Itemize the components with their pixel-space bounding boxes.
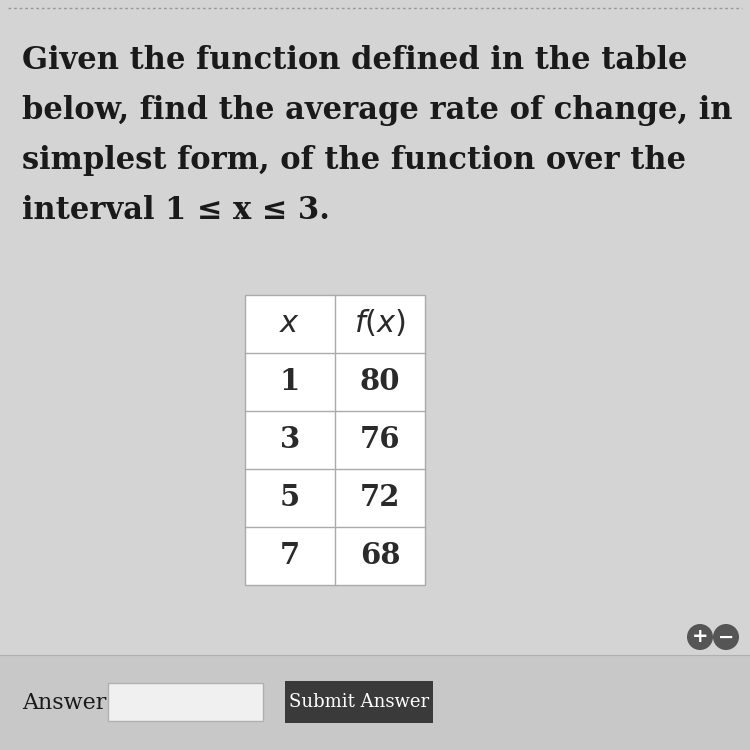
Bar	[285, 681, 433, 723]
Text: $x$: $x$	[280, 308, 301, 340]
Text: interval 1 ≤ x ≤ 3.: interval 1 ≤ x ≤ 3.	[22, 195, 330, 226]
Text: +: +	[692, 628, 708, 646]
Text: 1: 1	[280, 368, 300, 397]
Text: Submit Answer: Submit Answer	[289, 693, 429, 711]
Text: $f(x)$: $f(x)$	[354, 308, 406, 340]
Circle shape	[713, 624, 739, 650]
Circle shape	[687, 624, 713, 650]
Bar	[108, 683, 263, 721]
Bar	[0, 655, 750, 750]
Text: 76: 76	[360, 425, 401, 454]
Text: 68: 68	[360, 542, 401, 571]
Text: 7: 7	[280, 542, 300, 571]
Text: below, find the average rate of change, in: below, find the average rate of change, …	[22, 95, 733, 126]
Text: −: −	[718, 628, 734, 646]
Text: 72: 72	[360, 484, 401, 512]
Text: Answer:: Answer:	[22, 692, 114, 714]
Text: 5: 5	[280, 484, 300, 512]
Text: simplest form, of the function over the: simplest form, of the function over the	[22, 145, 686, 176]
Text: Given the function defined in the table: Given the function defined in the table	[22, 45, 688, 76]
Bar	[245, 295, 425, 585]
Text: 3: 3	[280, 425, 300, 454]
Text: 80: 80	[360, 368, 401, 397]
